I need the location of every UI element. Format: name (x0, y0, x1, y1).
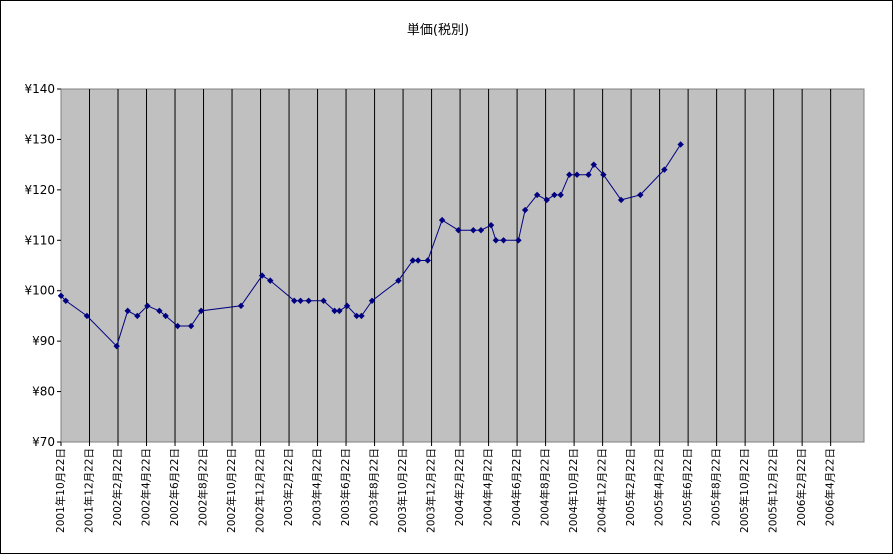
data-point (331, 307, 338, 315)
data-point (533, 191, 541, 199)
x-tick-label: 2003年4月22日 (311, 448, 324, 526)
x-tick-label: 2001年12月22日 (83, 448, 96, 533)
x-tick-label: 2001年10月22日 (54, 448, 67, 533)
data-point (156, 307, 163, 315)
data-point (409, 257, 417, 264)
x-tick-label: 2002年8月22日 (197, 448, 210, 526)
data-point (187, 322, 195, 330)
x-tick-label: 2006年4月22日 (824, 448, 837, 526)
data-point (267, 277, 274, 284)
y-tick-label: ¥130 (24, 132, 55, 146)
data-point (438, 216, 446, 224)
x-tick-label: 2004年12月22日 (596, 448, 609, 533)
y-axis: ¥70 ¥80 ¥90 ¥100 ¥110 ¥120 ¥130 ¥140 (24, 82, 61, 449)
data-point (661, 166, 668, 173)
x-tick-label: 2005年12月22日 (767, 448, 780, 533)
data-point (305, 297, 312, 304)
x-tick-label: 2006年2月22日 (795, 448, 808, 526)
y-tick-label: ¥70 (32, 435, 55, 449)
data-point (590, 161, 597, 168)
data-point (492, 237, 500, 244)
x-tick-label: 2004年8月22日 (539, 448, 552, 526)
x-tick-label: 2005年6月22日 (681, 448, 694, 526)
x-tick-label: 2005年8月22日 (710, 448, 723, 526)
data-point (368, 297, 376, 304)
x-tick-label: 2004年10月22日 (567, 448, 580, 533)
data-point (258, 272, 266, 279)
x-tick-label: 2003年2月22日 (282, 448, 295, 526)
data-point (134, 312, 141, 320)
data-point (144, 302, 151, 310)
x-tick-label: 2004年2月22日 (453, 448, 466, 526)
x-tick-label: 2005年2月22日 (624, 448, 637, 526)
y-tick-label: ¥140 (24, 82, 55, 96)
data-point (320, 297, 327, 304)
grid-lines (89, 89, 832, 442)
data-point (291, 297, 298, 304)
data-point (197, 307, 205, 315)
x-tick-label: 2002年10月22日 (225, 448, 238, 533)
x-tick-label: 2003年12月22日 (425, 448, 438, 533)
data-point (343, 302, 351, 310)
x-tick-label: 2002年6月22日 (168, 448, 181, 526)
data-point (424, 257, 431, 264)
x-tick-label: 2005年10月22日 (738, 448, 751, 533)
x-tick-label: 2002年2月22日 (111, 448, 124, 526)
x-tick-label: 2002年4月22日 (140, 448, 153, 526)
data-point (515, 237, 522, 244)
data-point (500, 237, 507, 244)
data-point (358, 312, 365, 320)
data-point (543, 196, 550, 204)
data-point (162, 312, 169, 320)
data-point (551, 191, 558, 199)
x-tick-label: 2003年10月22日 (396, 448, 409, 533)
data-point (336, 307, 343, 315)
x-tick-label: 2002年12月22日 (254, 448, 267, 533)
data-point (62, 297, 69, 304)
data-point (395, 277, 402, 284)
data-point (57, 292, 65, 299)
data-point (487, 221, 495, 229)
y-tick-label: ¥110 (24, 233, 55, 247)
y-tick-label: ¥100 (24, 284, 55, 298)
data-point (455, 227, 462, 234)
data-point (124, 307, 131, 315)
series-layer (57, 141, 684, 350)
data-point (677, 141, 684, 148)
data-point (237, 302, 245, 310)
data-point (113, 342, 120, 350)
data-point (414, 257, 422, 264)
y-tick-label: ¥120 (24, 183, 55, 197)
x-axis: 2001年10月22日 2001年12月22日 2002年2月22日 2002年4月2… (54, 442, 837, 533)
x-tick-label: 2004年6月22日 (510, 448, 523, 526)
chart-title: 単価(税別) (407, 22, 469, 38)
x-tick-label: 2005年4月22日 (653, 448, 666, 526)
data-point (470, 227, 477, 234)
data-point (297, 297, 304, 304)
y-tick-label: ¥80 (32, 385, 55, 399)
data-point (557, 191, 564, 199)
data-point (566, 171, 573, 178)
x-tick-label: 2003年8月22日 (368, 448, 381, 526)
data-point (477, 227, 485, 234)
data-point (617, 196, 625, 204)
data-point (174, 322, 181, 330)
data-point (600, 171, 607, 178)
data-point (585, 171, 592, 178)
data-point (353, 312, 360, 320)
data-point (573, 171, 581, 178)
x-tick-label: 2004年4月22日 (482, 448, 495, 526)
y-tick-label: ¥90 (32, 334, 55, 348)
data-point (521, 206, 529, 214)
data-point (637, 191, 644, 199)
plot-area (60, 88, 865, 443)
data-point (83, 312, 91, 320)
x-tick-label: 2003年6月22日 (339, 448, 352, 526)
